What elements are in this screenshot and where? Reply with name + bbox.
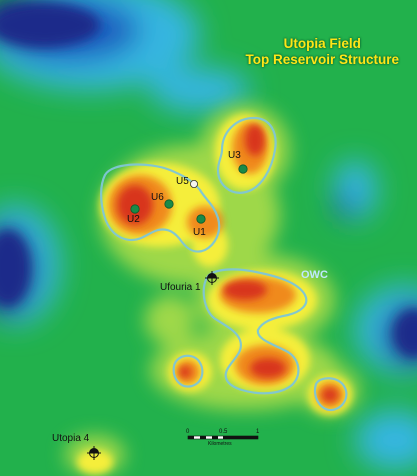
owc-contour [100,116,348,412]
well-marker-u1 [196,214,206,224]
map-title-line2: Top Reservoir Structure [245,51,399,67]
well-label-u5: U5 [176,176,189,187]
map-title-line1: Utopia Field [283,36,361,51]
wells [87,164,248,460]
well-label-u1: U1 [193,227,206,238]
well-symbol-utopia4 [87,446,101,460]
well-marker-u5 [189,179,198,188]
well-marker-u2 [130,204,140,214]
scale-tick-mid: 0.5 [219,429,228,435]
well-label-u2: U2 [127,214,140,225]
scale-tick-1: 1 [256,429,260,435]
scale-unit: Kilometres [208,441,232,447]
well-label-utopia4: Utopia 4 [52,433,90,444]
well-label-u6: U6 [151,192,164,203]
map-title: Utopia Field Top Reservoir Structure [245,36,399,67]
well-symbol-ufouria1 [205,271,219,285]
well-label-u3: U3 [228,150,241,161]
well-label-ufouria1: Ufouria 1 [160,282,201,293]
well-marker-u6 [164,199,174,209]
owc-label: OWC [301,269,328,281]
scale-tick-0: 0 [186,429,190,435]
scale-bar [187,435,259,440]
well-marker-u3 [238,164,248,174]
deep-areas [0,3,417,357]
